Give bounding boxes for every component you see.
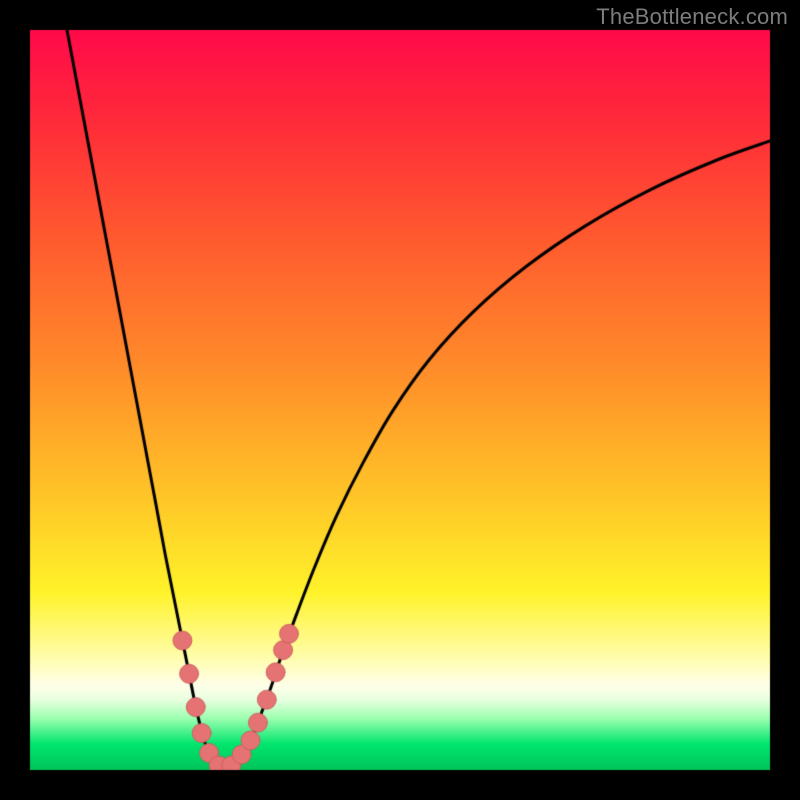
watermark-label: TheBottleneck.com [596, 4, 788, 30]
chart-stage: TheBottleneck.com [0, 0, 800, 800]
bottleneck-chart-canvas [0, 0, 800, 800]
